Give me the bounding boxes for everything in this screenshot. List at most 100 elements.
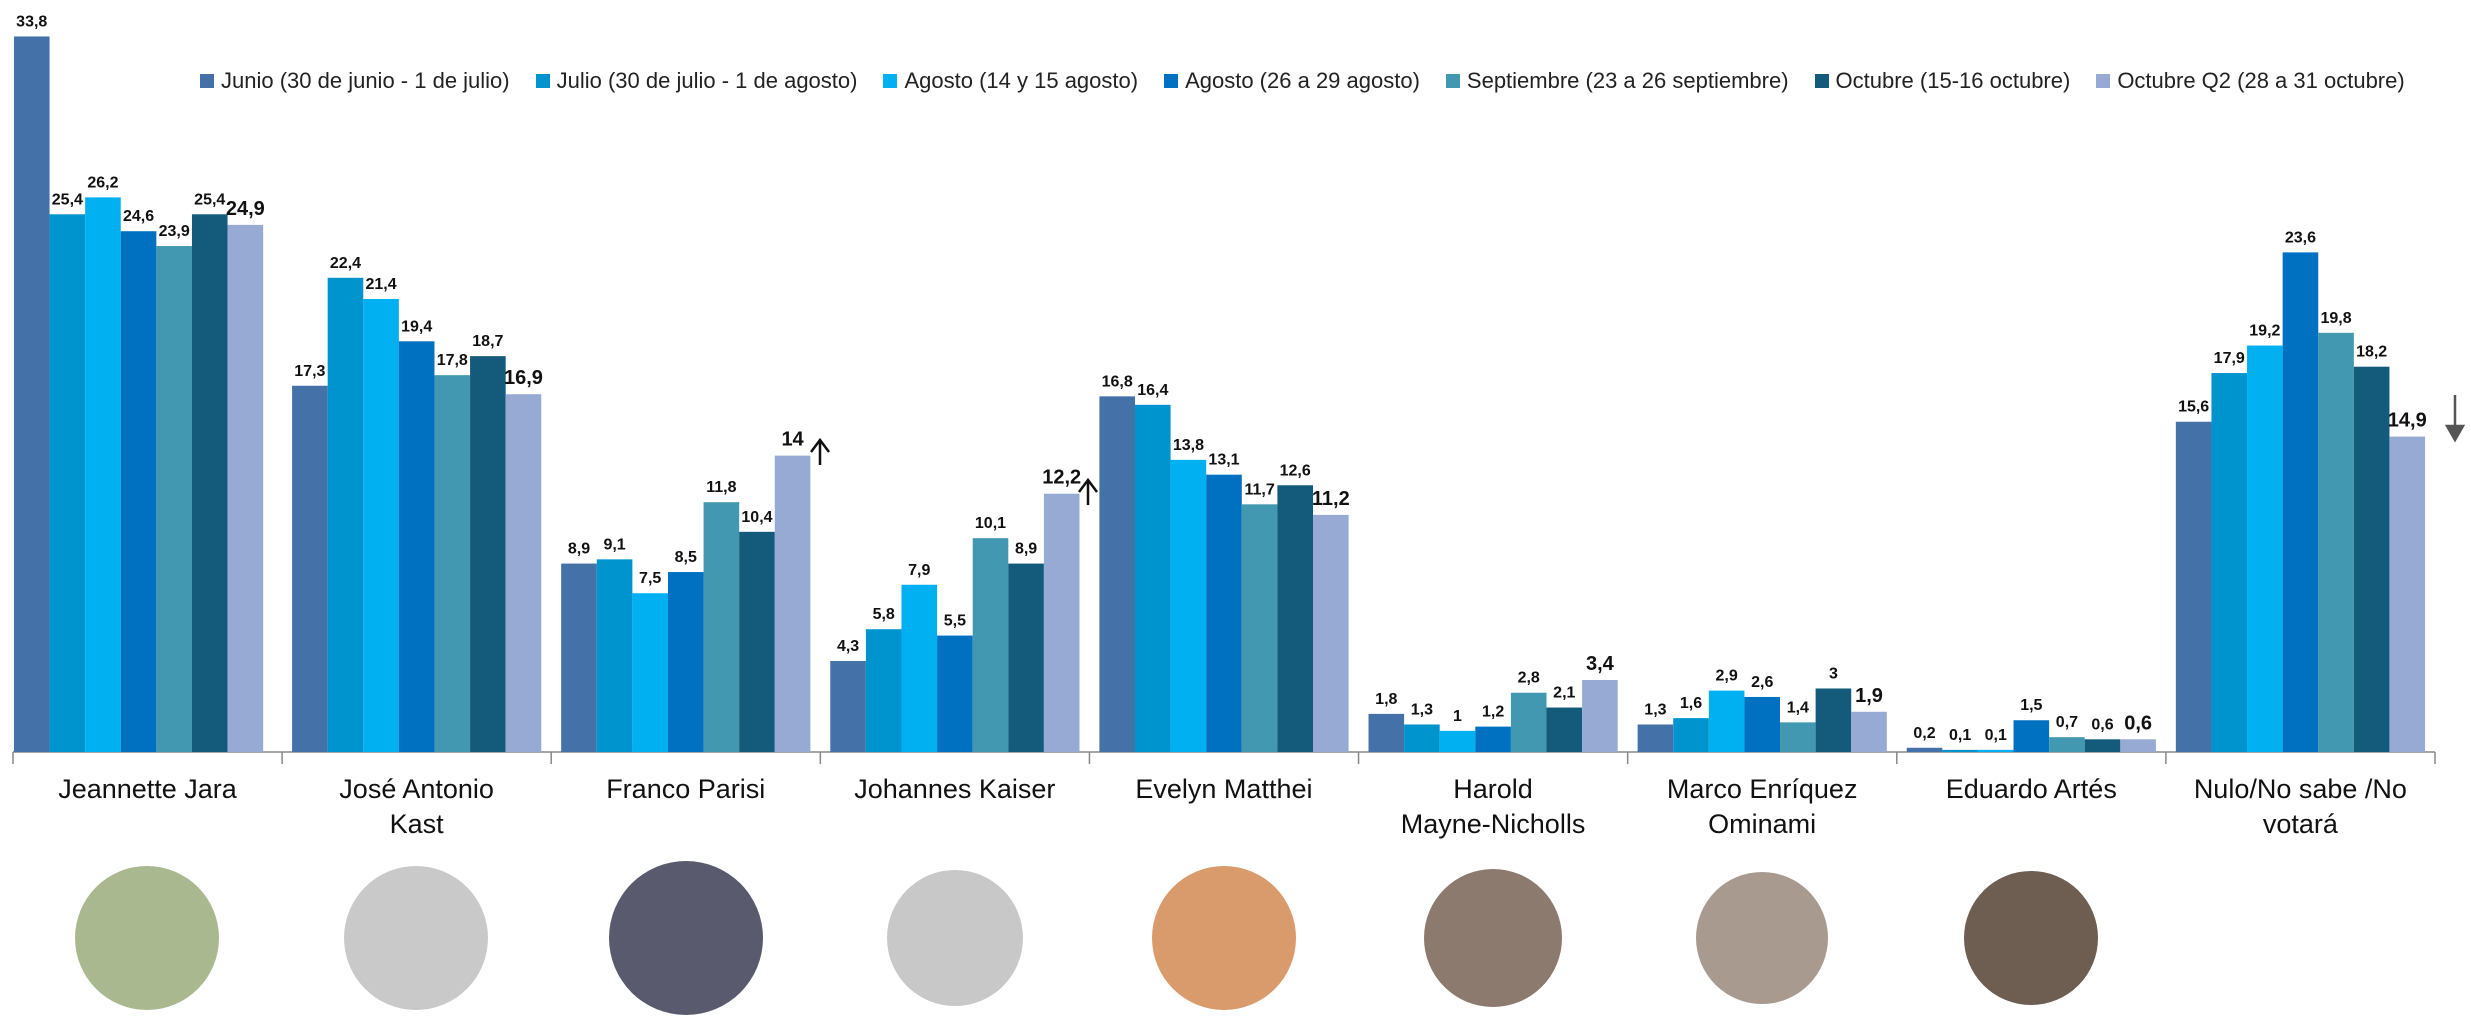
value-label: 0,6 [2124, 712, 2152, 734]
value-label: 2,1 [1553, 685, 1575, 702]
value-label: 11,7 [1244, 481, 1274, 498]
bar [1942, 749, 1978, 752]
value-label: 24,6 [123, 208, 154, 225]
down-arrow [2444, 424, 2466, 443]
bar [292, 385, 328, 752]
value-label: 12,2 [1042, 467, 1081, 489]
value-label: 1,3 [1411, 701, 1433, 718]
value-label: 12,6 [1280, 462, 1311, 479]
bar [2247, 345, 2283, 752]
legend-item: Agosto (26 a 29 agosto) [1164, 68, 1420, 94]
value-label: 23,6 [2285, 229, 2316, 246]
value-label: 1,9 [1855, 685, 1883, 707]
x-tick-label: Marco Enríquez Ominami [1666, 774, 1858, 839]
bar [1582, 680, 1618, 752]
bar [1546, 707, 1583, 752]
bar [1368, 713, 1405, 752]
bar [1277, 485, 1313, 752]
bar [1206, 474, 1242, 752]
bar [156, 246, 192, 753]
value-label: 8,5 [675, 549, 697, 566]
value-label: 2,9 [1715, 668, 1737, 685]
x-tick-label: Eduardo Artés [1945, 774, 2117, 804]
bar [1906, 747, 1943, 752]
legend-label: Agosto (26 a 29 agosto) [1185, 68, 1420, 93]
value-label: 18,7 [472, 333, 503, 350]
bar [2389, 436, 2426, 752]
value-label: 8,9 [1015, 541, 1037, 558]
bar [596, 559, 633, 752]
value-label: 1,2 [1482, 704, 1504, 721]
value-label: 1,8 [1375, 691, 1397, 708]
legend-item: Julio (30 de julio - 1 de agosto) [535, 68, 857, 94]
bar [505, 394, 542, 752]
bar [703, 502, 740, 752]
legend-item: Agosto (14 y 15 agosto) [883, 68, 1138, 94]
bar [1673, 718, 1709, 752]
legend-label: Agosto (14 y 15 agosto) [904, 68, 1139, 93]
x-tick-label: Harold Mayne-Nicholls [1400, 774, 1586, 839]
legend-swatch [535, 74, 550, 88]
value-label: 0,1 [1949, 727, 1971, 744]
bar [739, 531, 775, 752]
value-label: 10,4 [741, 509, 772, 526]
bar [937, 635, 973, 752]
legend-swatch [1164, 74, 1179, 88]
bar [120, 231, 157, 752]
value-label: 10,1 [975, 515, 1006, 532]
value-label: 9,1 [603, 536, 625, 553]
bar [398, 341, 435, 752]
bar [1851, 711, 1887, 752]
bar [901, 584, 938, 752]
bar [1439, 730, 1476, 752]
bar [1135, 404, 1171, 752]
legend-label: Septiembre (23 a 26 septiembre) [1466, 68, 1789, 93]
legend-swatch [1445, 74, 1460, 88]
value-label: 19,4 [401, 318, 432, 335]
x-tick-label: José Antonio Kast [339, 774, 494, 839]
bar [2211, 373, 2248, 752]
value-label: 22,4 [330, 255, 361, 272]
up-arrow [810, 437, 830, 465]
photo [887, 870, 1023, 1006]
photo [75, 866, 219, 1010]
legend-item: Septiembre (23 a 26 septiembre) [1445, 68, 1789, 94]
legend-swatch [200, 74, 214, 88]
value-label: 11,2 [1312, 488, 1350, 510]
bar [227, 224, 264, 752]
value-label: 15,6 [2178, 399, 2209, 416]
value-label: 0,7 [2056, 714, 2078, 731]
value-label: 17,9 [2214, 350, 2245, 367]
value-label: 0,1 [1985, 727, 2007, 744]
bar [1510, 692, 1547, 752]
photo [609, 861, 763, 1015]
value-label: 8,9 [568, 541, 590, 558]
value-label: 2,6 [1751, 674, 1773, 691]
value-label: 1 [1453, 708, 1462, 725]
bar [1099, 396, 1135, 752]
bar [1313, 514, 1349, 752]
legend-label: Octubre Q2 (28 a 31 octubre) [2117, 68, 2405, 93]
value-label: 18,2 [2356, 344, 2387, 361]
bar [1170, 459, 1207, 752]
photo [1152, 866, 1296, 1010]
value-label: 33,8 [16, 13, 47, 30]
photos [75, 861, 2098, 1015]
photo [1696, 872, 1828, 1004]
value-label: 11,8 [706, 479, 736, 496]
bar [191, 214, 228, 753]
bar [1977, 749, 2014, 752]
value-label: 0,6 [2091, 716, 2113, 733]
legend-swatch [2096, 74, 2111, 88]
bar [85, 197, 121, 752]
bar [2013, 720, 2050, 752]
value-label: 14,9 [2388, 410, 2427, 432]
value-label: 26,2 [87, 174, 118, 191]
bar [2084, 739, 2121, 752]
value-label: 4,3 [837, 638, 859, 655]
bar [363, 298, 399, 752]
value-label: 0,2 [1913, 725, 1935, 742]
value-label: 17,8 [437, 352, 468, 369]
